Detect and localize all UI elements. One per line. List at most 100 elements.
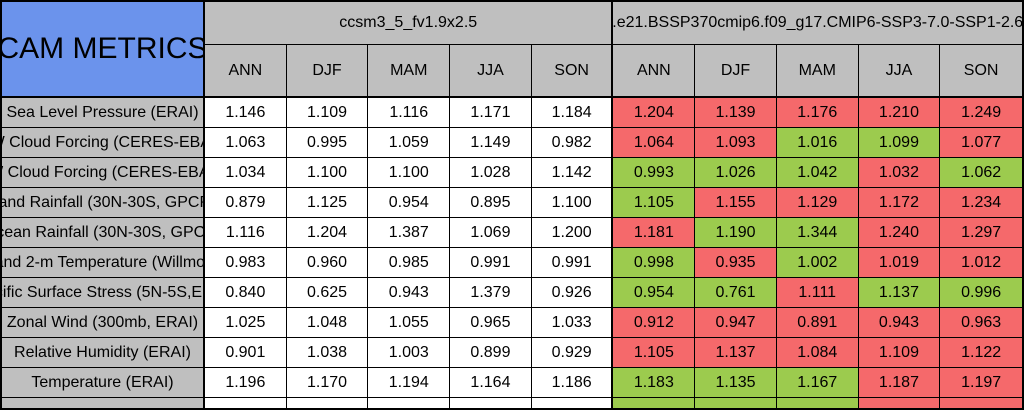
- test-value-cell: 0.998: [613, 248, 696, 278]
- test-value-cell: 1.197: [940, 368, 1022, 398]
- test-value-cell: 1.016: [776, 128, 859, 158]
- test-value-cell: 1.135: [695, 368, 777, 398]
- test-value-cell: 1.181: [613, 218, 696, 248]
- test-value-cell: 1.026: [695, 158, 777, 188]
- control-value-cell: 1.100: [286, 158, 369, 188]
- season-header-ann: ANN: [613, 45, 696, 98]
- control-value-cell: 1.048: [286, 308, 369, 338]
- control-value-cell: 1.379: [450, 278, 532, 308]
- test-value-cell: 1.111: [776, 278, 859, 308]
- control-run-header: ccsm3_5_fv1.9x2.5: [205, 2, 614, 45]
- control-value-cell: 1.063: [205, 128, 287, 158]
- table-title: CAM METRICS: [2, 2, 205, 98]
- test-value-cell: 0.954: [613, 278, 696, 308]
- metric-row-label: Land Rainfall (30N-30S, GPCP): [2, 188, 205, 218]
- control-value-cell: 0.926: [531, 278, 614, 308]
- control-value-cell: 1.033: [531, 308, 614, 338]
- partial-control-cell: [286, 398, 369, 408]
- test-value-cell: 0.993: [613, 158, 696, 188]
- control-value-cell: 0.983: [205, 248, 287, 278]
- control-value-cell: 1.387: [368, 218, 451, 248]
- control-value-cell: 1.204: [286, 218, 369, 248]
- test-value-cell: 1.105: [613, 338, 696, 368]
- test-value-cell: 1.077: [940, 128, 1022, 158]
- test-value-cell: 0.761: [695, 278, 777, 308]
- season-header-son: SON: [940, 45, 1022, 98]
- control-value-cell: 0.943: [368, 278, 451, 308]
- test-run-name: b.e21.BSSP370cmip6.f09_g17.CMIP6-SSP3-7.…: [613, 14, 1022, 31]
- metric-row-label: Land 2-m Temperature (Willmott): [2, 248, 205, 278]
- season-header-son: SON: [531, 45, 614, 98]
- control-value-cell: 1.100: [368, 158, 451, 188]
- control-value-cell: 1.125: [286, 188, 369, 218]
- control-value-cell: 1.025: [205, 308, 287, 338]
- control-value-cell: 0.895: [450, 188, 532, 218]
- control-value-cell: 1.055: [368, 308, 451, 338]
- test-value-cell: 1.093: [695, 128, 777, 158]
- partial-test-cell: [613, 398, 696, 408]
- partial-test-cell: [776, 398, 859, 408]
- control-value-cell: 0.991: [531, 248, 614, 278]
- test-value-cell: 1.105: [613, 188, 696, 218]
- control-value-cell: 1.171: [450, 98, 532, 128]
- test-value-cell: 0.912: [613, 308, 696, 338]
- test-value-cell: 1.122: [940, 338, 1022, 368]
- test-value-cell: 0.935: [695, 248, 777, 278]
- test-value-cell: 1.240: [858, 218, 941, 248]
- control-value-cell: 1.100: [531, 188, 614, 218]
- control-value-cell: 1.186: [531, 368, 614, 398]
- test-value-cell: 1.062: [940, 158, 1022, 188]
- test-value-cell: 1.019: [858, 248, 941, 278]
- control-value-cell: 0.960: [286, 248, 369, 278]
- control-value-cell: 1.149: [450, 128, 532, 158]
- metric-row-label: Zonal Wind (300mb, ERAI): [2, 308, 205, 338]
- control-value-cell: 0.985: [368, 248, 451, 278]
- test-value-cell: 1.042: [776, 158, 859, 188]
- season-header-mam: MAM: [776, 45, 859, 98]
- metric-row-label: Ocean Rainfall (30N-30S, GPCP): [2, 218, 205, 248]
- test-value-cell: 1.167: [776, 368, 859, 398]
- test-value-cell: 1.297: [940, 218, 1022, 248]
- control-value-cell: 0.965: [450, 308, 532, 338]
- test-value-cell: 1.137: [695, 338, 777, 368]
- control-value-cell: 1.034: [205, 158, 287, 188]
- test-run-header: b.e21.BSSP370cmip6.f09_g17.CMIP6-SSP3-7.…: [613, 2, 1022, 45]
- metric-row-label: Sea Level Pressure (ERAI): [2, 98, 205, 128]
- control-value-cell: 1.184: [531, 98, 614, 128]
- test-value-cell: 0.963: [940, 308, 1022, 338]
- season-header-jja: JJA: [858, 45, 941, 98]
- metric-row-label: Relative Humidity (ERAI): [2, 338, 205, 368]
- partial-control-cell: [205, 398, 287, 408]
- control-value-cell: 0.901: [205, 338, 287, 368]
- partial-row-label: [2, 398, 205, 408]
- test-value-cell: 1.109: [858, 338, 941, 368]
- partial-control-cell: [450, 398, 532, 408]
- test-value-cell: 1.210: [858, 98, 941, 128]
- test-value-cell: 1.064: [613, 128, 696, 158]
- control-value-cell: 1.164: [450, 368, 532, 398]
- control-value-cell: 1.028: [450, 158, 532, 188]
- control-value-cell: 0.995: [286, 128, 369, 158]
- metric-row-label: LW Cloud Forcing (CERES-EBAF): [2, 158, 205, 188]
- test-value-cell: 1.183: [613, 368, 696, 398]
- control-value-cell: 0.840: [205, 278, 287, 308]
- control-value-cell: 1.142: [531, 158, 614, 188]
- test-value-cell: 0.943: [858, 308, 941, 338]
- test-value-cell: 1.204: [613, 98, 696, 128]
- test-value-cell: 1.190: [695, 218, 777, 248]
- test-value-cell: 1.172: [858, 188, 941, 218]
- control-value-cell: 0.991: [450, 248, 532, 278]
- control-run-name: ccsm3_5_fv1.9x2.5: [339, 14, 478, 31]
- metric-row-label: Pacific Surface Stress (5N-5S,ERS): [2, 278, 205, 308]
- control-value-cell: 1.059: [368, 128, 451, 158]
- season-header-djf: DJF: [286, 45, 369, 98]
- test-value-cell: 1.344: [776, 218, 859, 248]
- control-value-cell: 0.982: [531, 128, 614, 158]
- partial-control-cell: [368, 398, 451, 408]
- control-value-cell: 0.899: [450, 338, 532, 368]
- control-value-cell: 1.146: [205, 98, 287, 128]
- test-value-cell: 1.084: [776, 338, 859, 368]
- control-value-cell: 1.109: [286, 98, 369, 128]
- test-value-cell: 1.032: [858, 158, 941, 188]
- control-value-cell: 1.116: [205, 218, 287, 248]
